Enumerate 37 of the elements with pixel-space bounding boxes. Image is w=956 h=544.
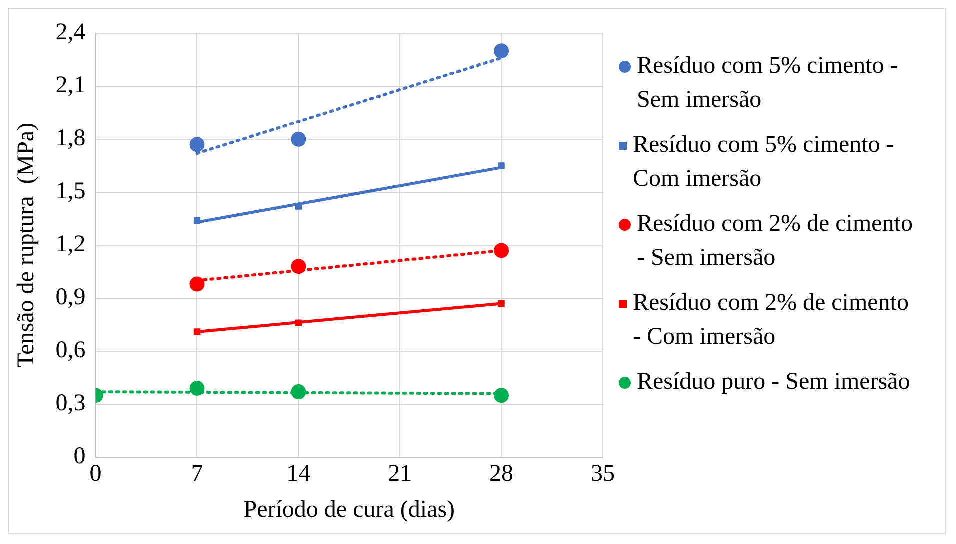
y-axis-title: Tensão de ruptura (MPa) <box>14 122 40 368</box>
point <box>291 132 306 147</box>
x-tick-label: 28 <box>490 461 514 488</box>
point <box>194 328 201 336</box>
point <box>295 203 302 210</box>
y-tick-label: 1,8 <box>56 126 86 152</box>
point <box>194 217 201 224</box>
x-tick-label: 14 <box>286 461 311 488</box>
legend-label: Resíduo com 2% de cimento - Sem imersão <box>637 210 914 273</box>
point <box>498 300 505 308</box>
point <box>494 44 510 59</box>
x-tick-label: 0 <box>90 461 102 488</box>
y-tick-label: 0,6 <box>56 338 86 364</box>
x-tick-label: 7 <box>191 461 204 488</box>
x-axis-title: Período de cura (dias) <box>244 496 456 523</box>
point <box>190 381 205 396</box>
y-tick-label: 0,3 <box>56 390 86 417</box>
y-tick-label: 1,5 <box>56 178 86 205</box>
y-tick-label: 0 <box>74 444 86 470</box>
point <box>498 162 505 170</box>
y-tick-label: 2,4 <box>56 20 86 46</box>
y-tick-label: 0,9 <box>56 284 86 311</box>
legend-label: Resíduo com 5% cimento - Com imersão <box>633 131 896 194</box>
legend-label: Resíduo com 2% de cimento - Com imersão <box>633 289 910 352</box>
point <box>291 384 306 400</box>
legend-label: Resíduo com 5% cimento - Sem imersão <box>637 52 900 115</box>
x-tick-label: 35 <box>591 461 615 488</box>
point <box>190 137 205 152</box>
x-tick-label: 21 <box>388 461 412 488</box>
y-tick-label: 2,1 <box>56 72 86 99</box>
point <box>190 276 205 292</box>
point <box>494 388 510 404</box>
point <box>295 320 302 326</box>
point <box>291 259 306 274</box>
y-tick-label: 1,2 <box>56 232 86 258</box>
point <box>494 243 510 258</box>
legend-label: Resíduo puro - Sem imersão <box>637 368 910 397</box>
